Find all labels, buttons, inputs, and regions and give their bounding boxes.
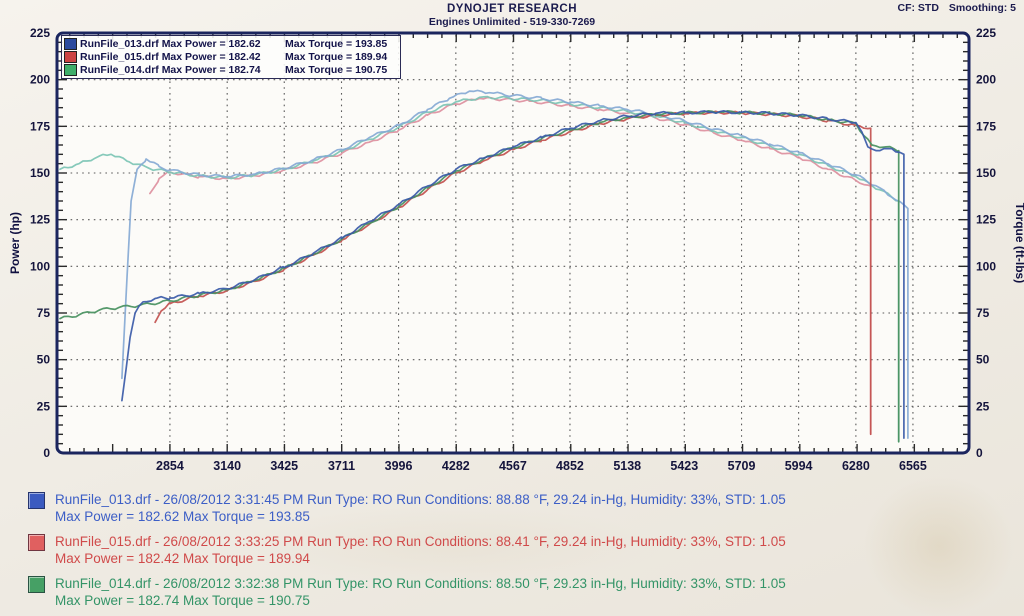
y-axis-label-left: 125: [30, 213, 50, 227]
x-axis-label: 2854: [156, 459, 184, 473]
run-detail-block: RunFile_014.drf - 26/08/2012 3:32:38 PM …: [28, 575, 1018, 609]
run-color-swatch: [28, 492, 45, 509]
legend-box: RunFile_013.drf Max Power = 182.62 Max T…: [61, 35, 401, 79]
y-axis-label-right: 225: [976, 26, 996, 40]
dyno-plot: 0 0 25 25 50 50 75 75 100 100 125 125 150 150 175 175 20…: [30, 26, 996, 473]
run-details: RunFile_013.drf - 26/08/2012 3:31:45 PM …: [28, 491, 1018, 616]
header: DYNOJET RESEARCH Engines Unlimited - 519…: [0, 3, 1024, 28]
page-title: DYNOJET RESEARCH: [446, 3, 578, 15]
y-axis-label-right: 150: [976, 166, 996, 180]
run-max-line: Max Power = 182.42 Max Torque = 189.94: [55, 551, 310, 566]
x-axis-label: 3996: [385, 459, 413, 473]
run-max-line: Max Power = 182.74 Max Torque = 190.75: [55, 593, 310, 608]
legend-file-power: RunFile_013.drf Max Power = 182.62: [80, 37, 261, 50]
x-axis-label: 4852: [556, 459, 584, 473]
page-subtitle: Engines Unlimited - 519-330-7269: [428, 16, 596, 28]
x-axis-label: 3425: [270, 459, 298, 473]
curve-power-013: [121, 109, 905, 439]
smoothing-label: Smoothing: 5: [948, 2, 1016, 14]
y-axis-label-right: 25: [976, 399, 990, 413]
legend-row: RunFile_015.drf Max Power = 182.42 Max T…: [64, 50, 397, 63]
y-axis-label-left: 200: [30, 73, 50, 87]
legend-torque: Max Torque = 193.85: [285, 37, 388, 50]
y-axis-label-right: 50: [976, 353, 990, 367]
y-axis-label-right: 75: [976, 306, 990, 320]
x-axis-label: 4567: [499, 459, 527, 473]
y-axis-label-left: 175: [30, 119, 50, 133]
y-axis-label-left: 75: [37, 306, 51, 320]
x-axis-label: 5423: [670, 459, 698, 473]
run-info-line: RunFile_015.drf - 26/08/2012 3:33:25 PM …: [55, 534, 786, 549]
x-axis-label: 4282: [442, 459, 470, 473]
correction-settings: CF: STD Smoothing: 5: [888, 2, 1017, 14]
run-detail-block: RunFile_015.drf - 26/08/2012 3:33:25 PM …: [28, 533, 1018, 567]
x-axis-label: 6280: [842, 459, 870, 473]
legend-row: RunFile_013.drf Max Power = 182.62 Max T…: [64, 37, 397, 50]
y-axis-label-left: 50: [37, 353, 51, 367]
legend-file-power: RunFile_015.drf Max Power = 182.42: [80, 50, 261, 63]
axis-title-torque: Torque (ft-lbs): [1013, 202, 1024, 284]
run-color-swatch: [64, 63, 77, 76]
y-axis-label-right: 125: [976, 213, 996, 227]
y-axis-label-left: 225: [30, 26, 50, 40]
run-color-swatch: [28, 576, 45, 593]
run-max-line: Max Power = 182.62 Max Torque = 193.85: [55, 509, 310, 524]
y-axis-label-left: 100: [30, 259, 50, 273]
y-axis-label-left: 25: [37, 399, 51, 413]
paper-stain: [864, 476, 1014, 616]
y-axis-label-right: 100: [976, 259, 996, 273]
y-axis-label-right: 200: [976, 73, 996, 87]
legend-file-power: RunFile_014.drf Max Power = 182.74: [80, 63, 261, 76]
x-axis-label: 3711: [328, 459, 355, 473]
run-color-swatch: [64, 37, 77, 50]
curve-torque-013: [121, 89, 909, 439]
run-color-swatch: [64, 50, 77, 63]
paper-stain: [240, 506, 660, 586]
plot-border: [55, 31, 971, 455]
y-axis-label-left: 150: [30, 166, 50, 180]
run-detail-block: RunFile_013.drf - 26/08/2012 3:31:45 PM …: [28, 491, 1018, 525]
y-axis-label-left: 0: [43, 446, 50, 460]
legend-torque: Max Torque = 189.94: [285, 50, 388, 63]
y-axis-label-right: 0: [976, 446, 983, 460]
x-axis-label: 5994: [785, 459, 813, 473]
cf-label: CF: STD: [897, 2, 939, 14]
y-axis-label-right: 175: [976, 119, 996, 133]
x-axis-label: 6565: [899, 459, 927, 473]
run-color-swatch: [28, 534, 45, 551]
legend-row: RunFile_014.drf Max Power = 182.74 Max T…: [64, 63, 397, 76]
x-axis-label: 5709: [728, 459, 756, 473]
legend-torque: Max Torque = 190.75: [285, 63, 388, 76]
x-axis-label: 5138: [613, 459, 641, 473]
axis-title-power: Power (hp): [8, 212, 22, 274]
run-info-line: RunFile_013.drf - 26/08/2012 3:31:45 PM …: [55, 492, 786, 507]
x-axis-label: 3140: [213, 459, 241, 473]
run-info-line: RunFile_014.drf - 26/08/2012 3:32:38 PM …: [55, 576, 786, 591]
